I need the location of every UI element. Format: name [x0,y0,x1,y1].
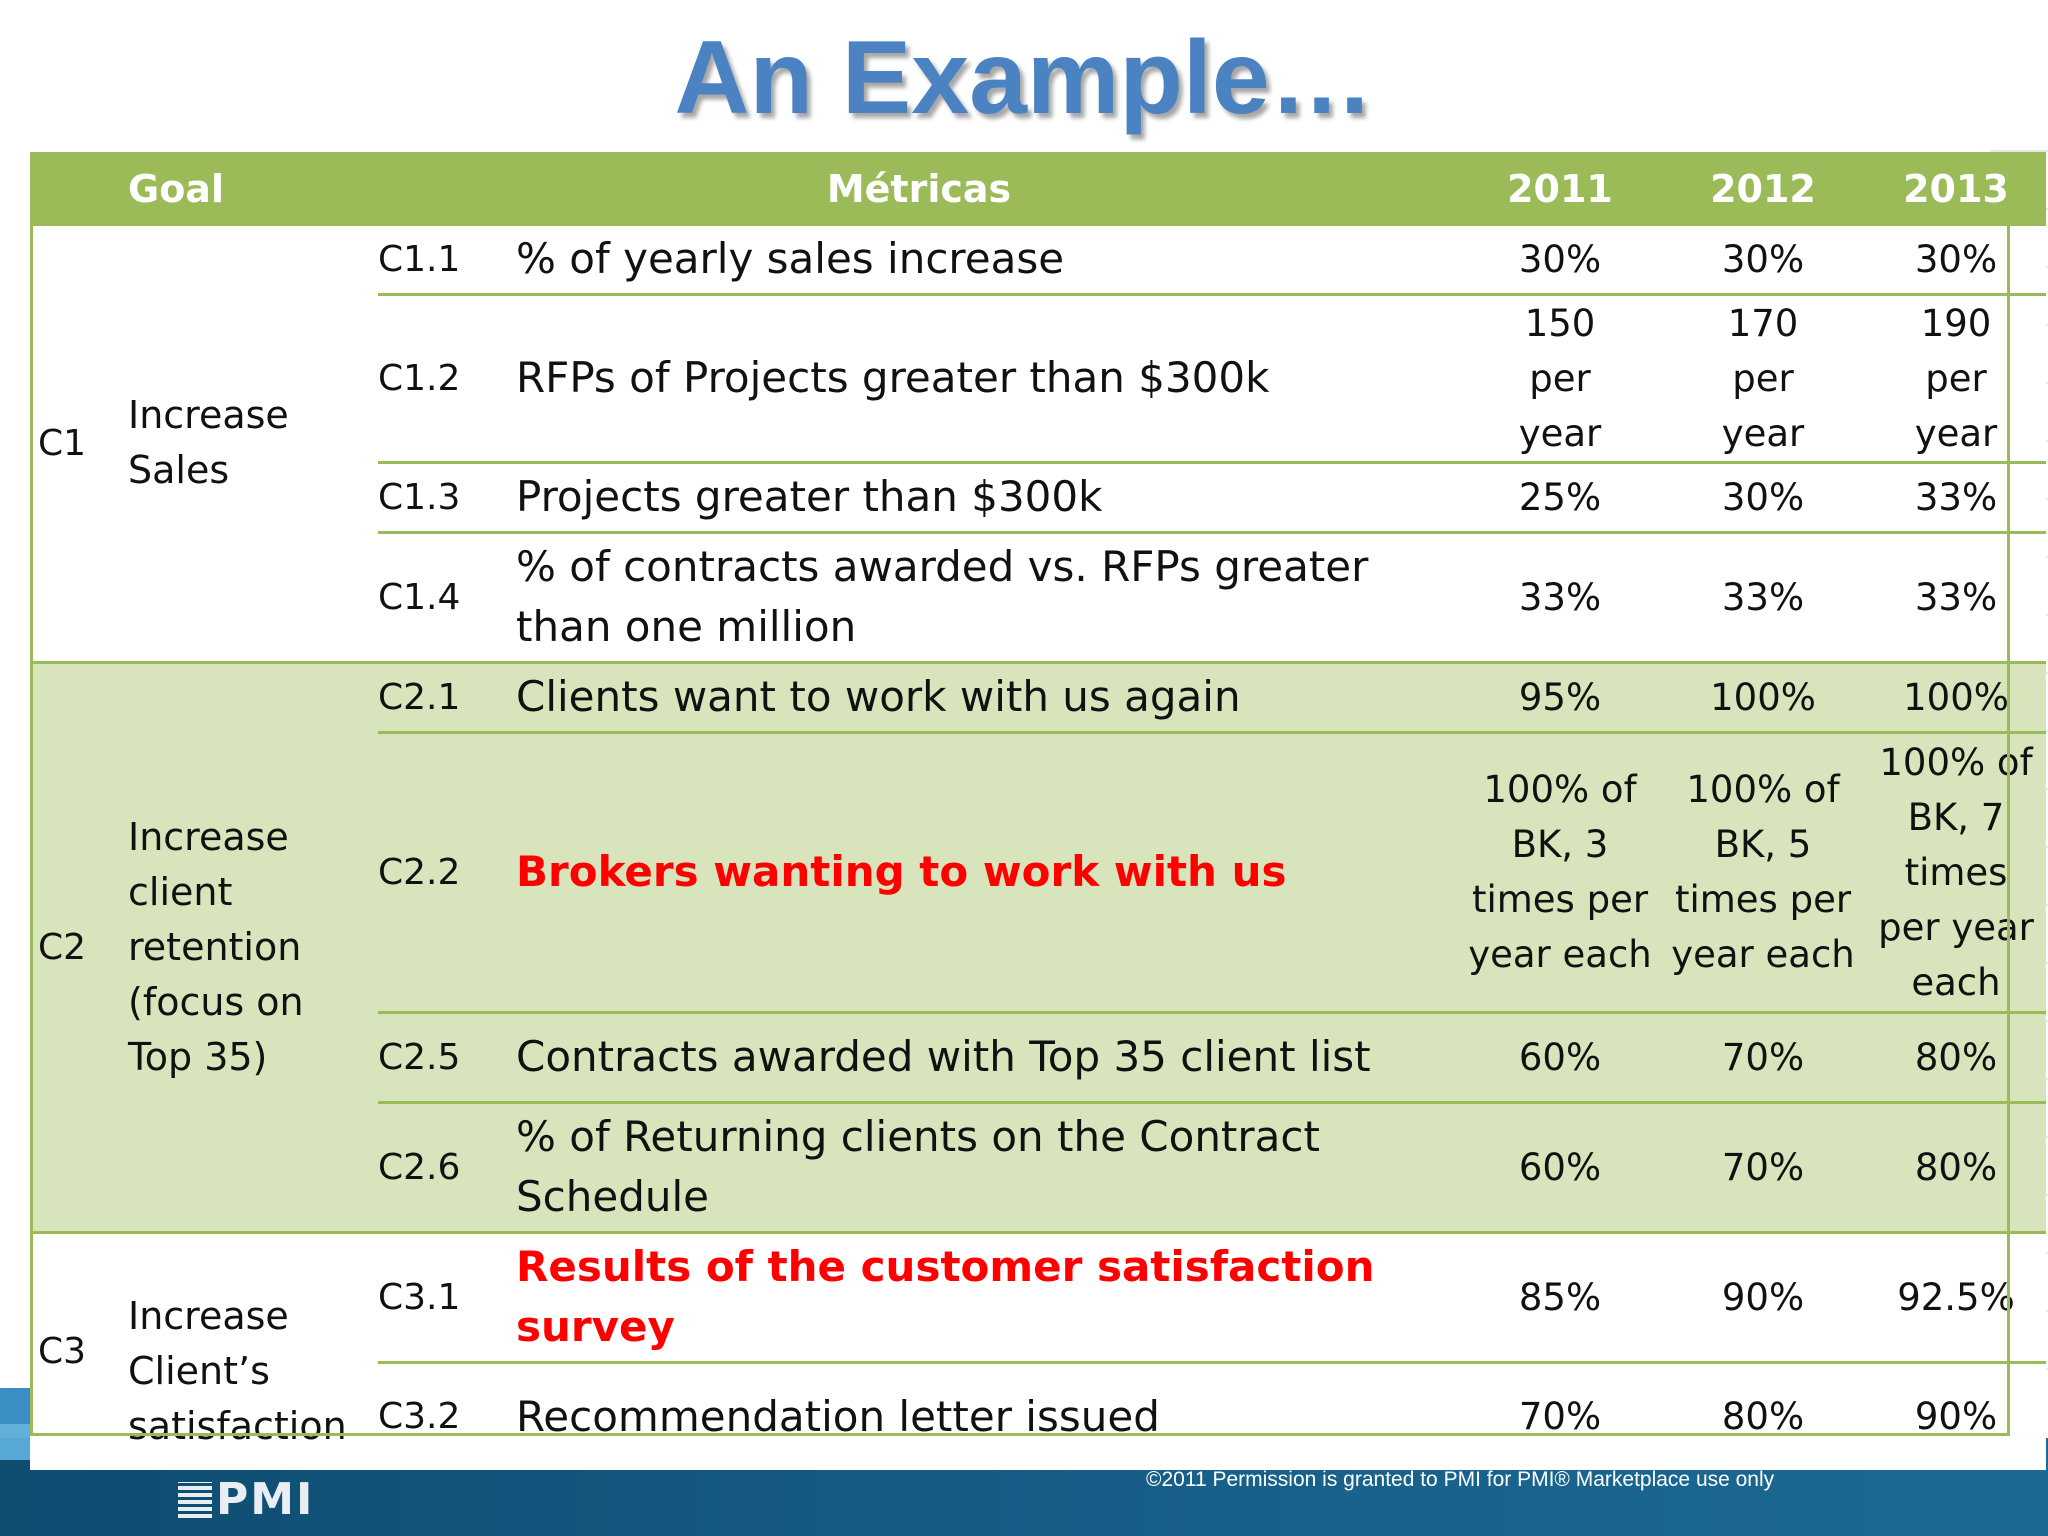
metrics-table: Goal Métricas 2011 2012 2013 C1 Increase… [30,152,2046,1470]
goal-code: C1 [38,422,87,464]
metric-id: C1.1 [378,238,461,280]
value-2012: 170 per year [1660,292,1866,462]
table-row: C3 Increase Client’s satisfaction C3.1 R… [30,1230,2046,1470]
value-2013: 33% [1866,460,2046,532]
table-row: C2 Increase client retention (focus on T… [30,660,2046,1232]
value-2013: 33% [1866,530,2046,662]
value-2011: 95% [1460,660,1660,732]
table-row: C1 Increase Sales C1.1 % of yearly sales… [30,226,2046,492]
value-2011: 30% [1518,237,1602,281]
table-row: C2.2 Brokers wanting to work with us 100… [30,730,2046,1012]
value-2013: 100% of BK, 7 times per year each [1866,730,2046,1012]
metric-name: % of contracts awarded vs. RFPs greater … [500,530,1460,662]
value-2011: 33% [1460,530,1660,662]
value-2011: 85% [1460,1230,1660,1362]
value-2011: 150 per year [1460,292,1660,462]
goal-code: C2 [30,660,124,1232]
metric-name: Contracts awarded with Top 35 client lis… [500,1010,1460,1102]
metric-name: Recommendation letter issued [500,1360,1460,1470]
value-2012: 30% [1660,460,1866,532]
metric-name: Results of the customer satisfaction sur… [500,1230,1460,1362]
table-row: C2.6 % of Returning clients on the Contr… [30,1100,2046,1232]
metric-name: Clients want to work with us again [500,660,1460,732]
metric-name: Projects greater than $300k [500,460,1460,532]
metric-id: C1.4 [378,530,500,662]
value-2013: 92.5% [1866,1230,2046,1362]
value-2012: 90% [1660,1230,1866,1362]
goal-group-c1: C1 Increase Sales C1.1 % of yearly sales… [30,226,2046,662]
goal-name: Increase client retention (focus on Top … [124,660,378,1232]
value-2011: 60% [1460,1100,1660,1232]
metric-name: RFPs of Projects greater than $300k [500,292,1460,462]
goal-group-c2: C2 Increase client retention (focus on T… [30,660,2046,1232]
header-goal: Goal [128,167,224,211]
metric-name: % of yearly sales increase [516,234,1065,284]
metric-id: C3.2 [378,1360,500,1470]
goal-group-c3: C3 Increase Client’s satisfaction C3.1 R… [30,1230,2046,1470]
table-row: C1.3 Projects greater than $300k 25% 30%… [30,460,2046,532]
metric-id: C1.3 [378,460,500,532]
table-row: C3.2 Recommendation letter issued 70% 80… [30,1360,2046,1470]
metric-id: C3.1 [378,1230,500,1362]
table-row: C2.5 Contracts awarded with Top 35 clien… [30,1010,2046,1102]
value-2013: 100% [1866,660,2046,732]
value-2011: 25% [1460,460,1660,532]
header-code [30,152,124,226]
value-2012: 100% of BK, 5 times per year each [1660,730,1866,1012]
decor-band [0,1388,30,1424]
table-row: C1.2 RFPs of Projects greater than $300k… [30,292,2046,462]
value-2013: 80% [1866,1010,2046,1102]
value-2011: 70% [1460,1360,1660,1470]
metric-id: C2.6 [378,1100,500,1232]
logo-stripes-icon [178,1482,212,1518]
value-2013: 30% [1914,237,1998,281]
table-header-row: Goal Métricas 2011 2012 2013 [30,152,2046,226]
goal-name: Increase Client’s satisfaction [124,1230,378,1470]
goal-name: Increase Sales [128,393,289,493]
metric-id: C2.1 [378,660,500,732]
header-2011: 2011 [1507,167,1613,211]
value-2012: 80% [1660,1360,1866,1470]
value-2013: 190 per year [1866,292,2046,462]
metric-name: Brokers wanting to work with us [500,730,1460,1012]
pmi-logo: PMI [178,1478,314,1522]
legal-line-2: ©2011 Permission is granted to PMI for P… [1146,1468,1775,1491]
value-2013: 90% [1866,1360,2046,1470]
value-2011: 60% [1460,1010,1660,1102]
goal-code: C3 [30,1230,124,1470]
page-title: An Example… [674,20,1374,136]
table-row: C1.4 % of contracts awarded vs. RFPs gre… [30,530,2046,662]
value-2012: 33% [1660,530,1866,662]
value-2013: 80% [1866,1100,2046,1232]
metric-id: C2.2 [378,730,500,1012]
metric-name: % of Returning clients on the Contract S… [500,1100,1460,1232]
header-2012: 2012 [1710,167,1816,211]
logo-text: PMI [216,1474,315,1525]
value-2012: 70% [1660,1100,1866,1232]
value-2012: 70% [1660,1010,1866,1102]
value-2012: 100% [1660,660,1866,732]
header-metrics: Métricas [826,167,1012,211]
header-2013: 2013 [1903,167,2009,211]
value-2011: 100% of BK, 3 times per year each [1460,730,1660,1012]
metric-id: C2.5 [378,1010,500,1102]
metric-id: C1.2 [378,292,500,462]
value-2012: 30% [1721,237,1805,281]
